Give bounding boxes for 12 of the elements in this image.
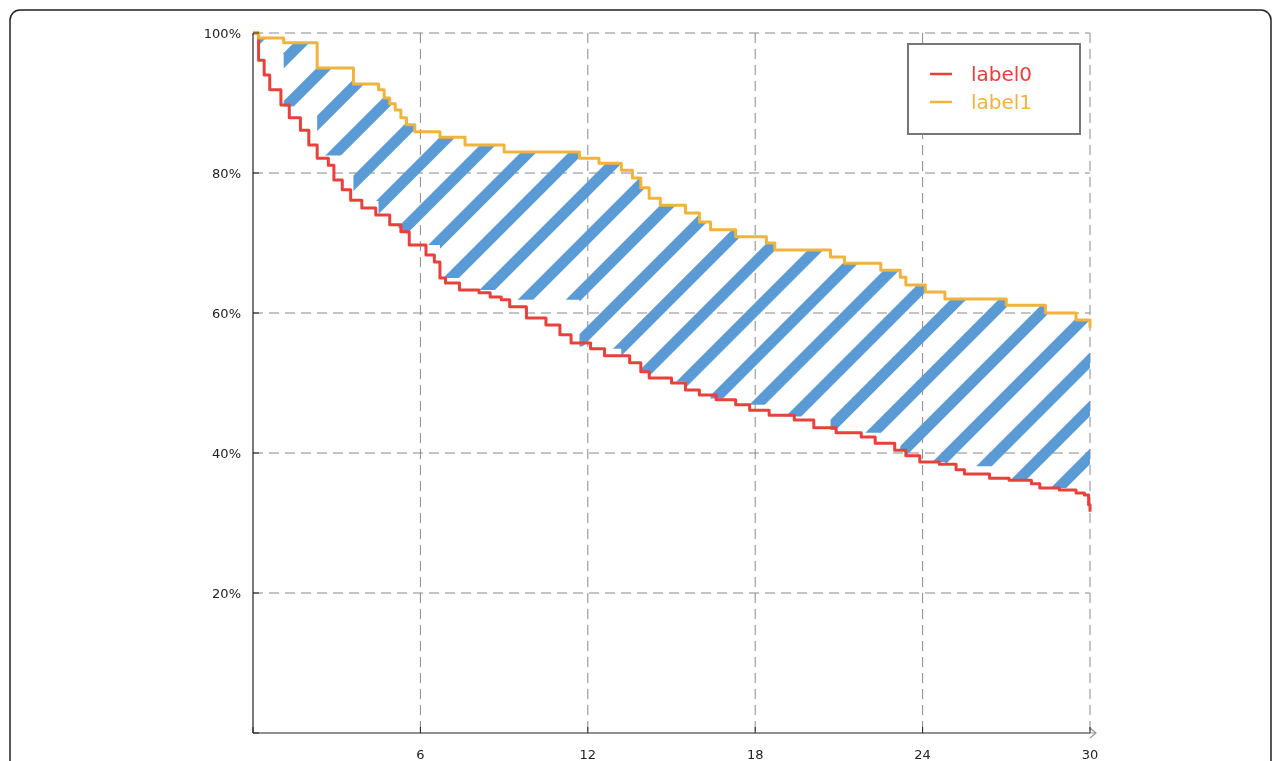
x-tick-label: 18: [746, 746, 764, 761]
x-tick-label: 12: [579, 746, 597, 761]
x-tick-label: 6: [416, 746, 425, 761]
x-tick-label: 24: [914, 746, 931, 761]
y-tick-label: 80%: [212, 165, 241, 181]
x-tick-label: 30: [1081, 746, 1099, 761]
legend-label: label1: [971, 90, 1033, 114]
y-tick-label: 40%: [212, 445, 241, 461]
y-tick-label: 100%: [203, 25, 241, 41]
legend-label: label0: [971, 62, 1033, 86]
y-tick-label: 20%: [212, 585, 241, 601]
y-tick-label: 60%: [212, 305, 241, 321]
